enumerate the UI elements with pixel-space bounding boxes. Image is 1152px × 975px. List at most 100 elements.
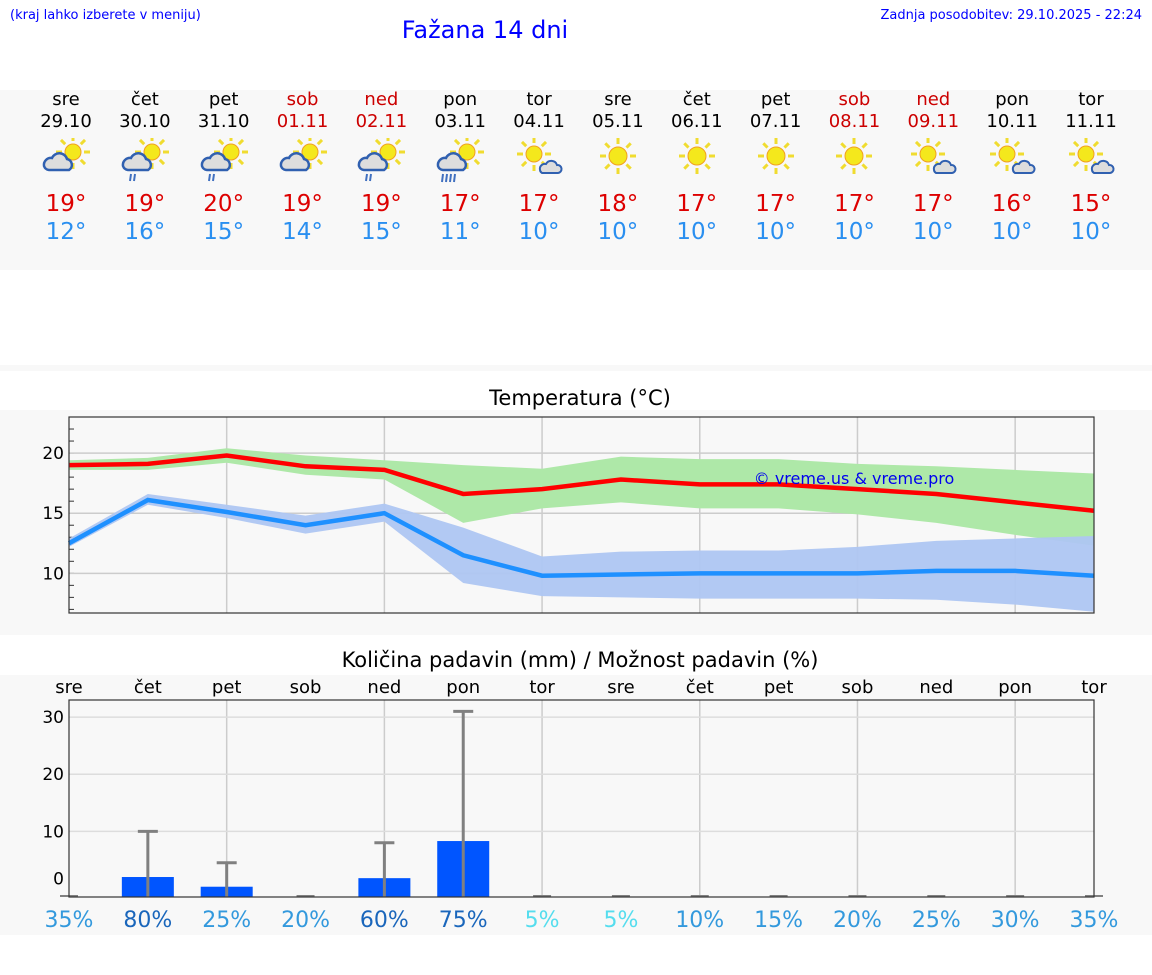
day-name: čet [682,89,711,110]
partly-cloudy-icon [26,138,106,184]
day-date: 31.10 [197,111,250,132]
day-column: čet 30.10 19° 16° [105,90,185,246]
line-max [68,453,1095,514]
temp-max: 19° [124,191,166,217]
temp-min: 10° [755,219,796,245]
y-tick-label: 20 [42,765,64,785]
temp-min: 10° [597,219,639,245]
day-name: čet [130,89,159,110]
day-date: 08.11 [828,111,881,132]
day-column: sob 01.11 19° 14° [263,90,343,246]
temp-min: 11° [439,219,481,245]
day-name: sob [838,89,871,110]
temp-min: 10° [676,219,718,245]
day-column: tor 04.11 17° 10° [499,90,579,246]
day-name: sre [52,89,80,110]
location-hint[interactable]: (kraj lahko izberete v meniju) [10,8,201,23]
day-label: sre [55,677,82,698]
precip-probability: 30% [991,908,1040,933]
day-column: ned 02.11 19° 15° [341,90,421,246]
y-tick-label: 30 [42,708,64,728]
temp-max: 16° [991,191,1033,217]
temp-min: 14° [282,219,323,245]
day-column: pon 03.11 17° 11° [420,90,500,246]
day-name: ned [364,89,399,110]
day-date: 10.11 [986,111,1038,132]
plot-area [69,700,1094,897]
day-label: pon [446,677,480,698]
precip-chart-title: Količina padavin (mm) / Možnost padavin … [341,648,819,672]
day-label: ned [919,677,953,698]
precip-probability: 20% [281,908,330,933]
temp-min: 15° [360,219,402,245]
sun-small-cloud-icon [1051,138,1131,184]
plot-frame [68,699,1095,898]
precip-probability: 60% [360,908,409,933]
day-name: pet [760,89,791,110]
precip-probability: 20% [833,908,882,933]
temp-max: 18° [597,191,639,217]
sunny-icon [736,138,816,184]
divider [0,365,1152,371]
day-date: 11.11 [1065,111,1117,132]
day-date: 01.11 [276,111,329,132]
temperature-chart: 10 15 20 © vreme.us & vreme.pro [42,416,1095,614]
page-title: Fažana 14 dni [401,16,569,44]
day-date: 04.11 [513,111,565,132]
temp-max: 19° [45,191,87,217]
day-name: ned [916,89,951,110]
day-label: pet [764,677,794,698]
temp-max: 17° [676,191,718,217]
day-label: pon [998,677,1032,698]
day-name: pon [995,89,1030,110]
sun-small-cloud-icon [893,138,973,184]
day-date: 05.11 [592,111,644,132]
day-column: pon 10.11 16° 10° [972,90,1052,246]
day-date: 09.11 [907,111,960,132]
day-column: sre 05.11 18° 10° [578,90,658,246]
temp-max: 17° [912,191,954,217]
day-column: ned 09.11 17° 10° [893,90,973,246]
day-label: tor [1081,677,1107,698]
y-tick-label: 10 [42,564,64,584]
day-label: sre [607,677,634,698]
temp-min: 16° [124,219,166,245]
temp-max: 20° [203,191,245,217]
precipitation-chart: 0 10 20 30 sre 35% čet 80% pet 25% sob 20% ned 60% pon… [42,677,1118,933]
sunny-icon [578,138,658,184]
temp-min: 10° [912,219,954,245]
temp-max: 17° [439,191,481,217]
temp-max: 17° [755,191,796,217]
temp-max: 19° [282,191,323,217]
plot-frame [68,416,1095,614]
day-label: pet [212,677,242,698]
precip-probability: 75% [439,908,488,933]
precip-probability: 25% [202,908,251,933]
partly-cloudy-light-rain-icon [105,138,185,184]
range-band-max [69,448,1094,546]
y-tick-label: 20 [42,444,64,464]
precip-probability: 25% [912,908,961,933]
temp-min: 10° [991,219,1033,245]
partly-cloudy-light-rain-icon [184,138,264,184]
day-label: čet [686,677,714,698]
precip-probability: 15% [754,908,803,933]
day-date: 06.11 [671,111,723,132]
temp-max: 15° [1070,191,1112,217]
day-date: 07.11 [749,111,802,132]
partly-cloudy-rain-icon [420,138,500,184]
day-column: pet 07.11 17° 10° [736,90,816,246]
line-min [67,497,1095,578]
day-column: pet 31.10 20° 15° [184,90,264,246]
precip-probability: 80% [123,908,172,933]
day-date: 03.11 [434,111,486,132]
precip-probability: 5% [603,908,638,933]
temp-max: 19° [360,191,402,217]
forecast-band [0,90,1152,270]
temp-min: 10° [518,219,560,245]
day-column: sob 08.11 17° 10° [814,90,894,246]
day-name: sob [286,89,319,110]
day-label: ned [367,677,401,698]
temp-chart-title: Temperatura (°C) [489,386,671,410]
day-label: sob [842,677,874,698]
